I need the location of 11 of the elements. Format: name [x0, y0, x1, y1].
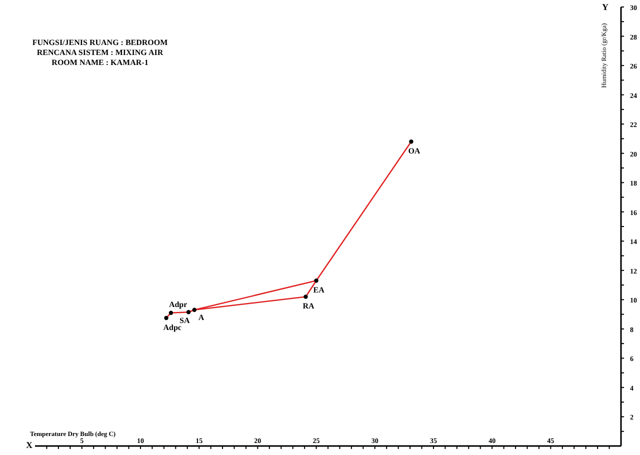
annotation: RA — [302, 302, 315, 311]
text: X — [26, 440, 32, 450]
annotation: Adpc — [163, 322, 182, 332]
annotation: A — [198, 312, 204, 322]
annotation: Adpr — [168, 300, 188, 309]
annotation: EA — [313, 286, 325, 295]
annotation: OA — [408, 146, 420, 156]
annotation: Y — [602, 2, 608, 12]
text: FUNGSI/JENIS RUANG : BEDROOM — [31, 38, 169, 48]
text: RENCANA SISTEM : MIXING AIR ROOM NAME : KAMAR-1 — [36, 48, 164, 68]
annotation: SA — [180, 316, 190, 326]
